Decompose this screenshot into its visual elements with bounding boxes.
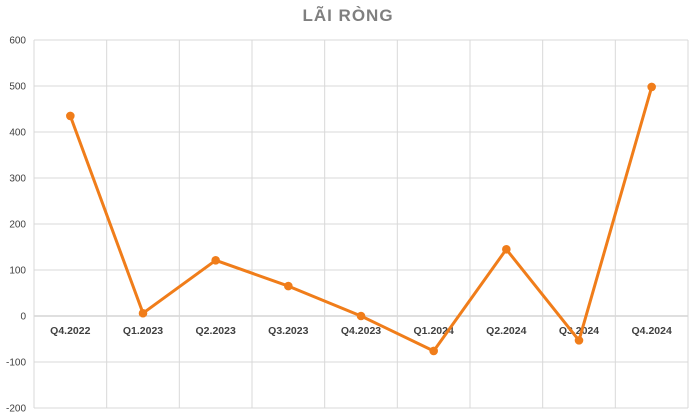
x-tick-label: Q1.2023 (123, 325, 163, 337)
data-point (356, 311, 366, 321)
series-line (68, 85, 654, 353)
x-tick-label: Q4.2023 (341, 325, 381, 337)
x-tick-label: Q2.2024 (486, 325, 526, 337)
chart-title: LÃI RÒNG (302, 6, 394, 25)
x-tick-label: Q1.2024 (414, 325, 454, 337)
data-point (647, 82, 656, 92)
x-tick-label: Q4.2024 (632, 325, 672, 337)
y-tick-label: 100 (9, 266, 26, 277)
y-tick-label: 200 (9, 220, 26, 231)
x-tick-label: Q4.2022 (50, 325, 90, 337)
y-tick-label: 0 (20, 312, 26, 323)
x-tick-label: Q3.2023 (268, 325, 308, 337)
data-point (574, 336, 584, 345)
y-tick-label: 500 (9, 82, 26, 93)
data-point (429, 346, 438, 356)
y-tick-label: -100 (6, 358, 26, 369)
data-point (138, 308, 148, 318)
y-tick-label: 400 (9, 128, 26, 139)
data-point (66, 111, 75, 121)
y-tick-label: -200 (6, 404, 26, 415)
y-tick-label: 300 (9, 174, 26, 185)
x-tick-label: Q2.2023 (196, 325, 236, 337)
data-point (284, 281, 293, 291)
data-point (211, 256, 220, 265)
data-point (502, 245, 511, 254)
y-tick-label: 600 (9, 36, 26, 47)
